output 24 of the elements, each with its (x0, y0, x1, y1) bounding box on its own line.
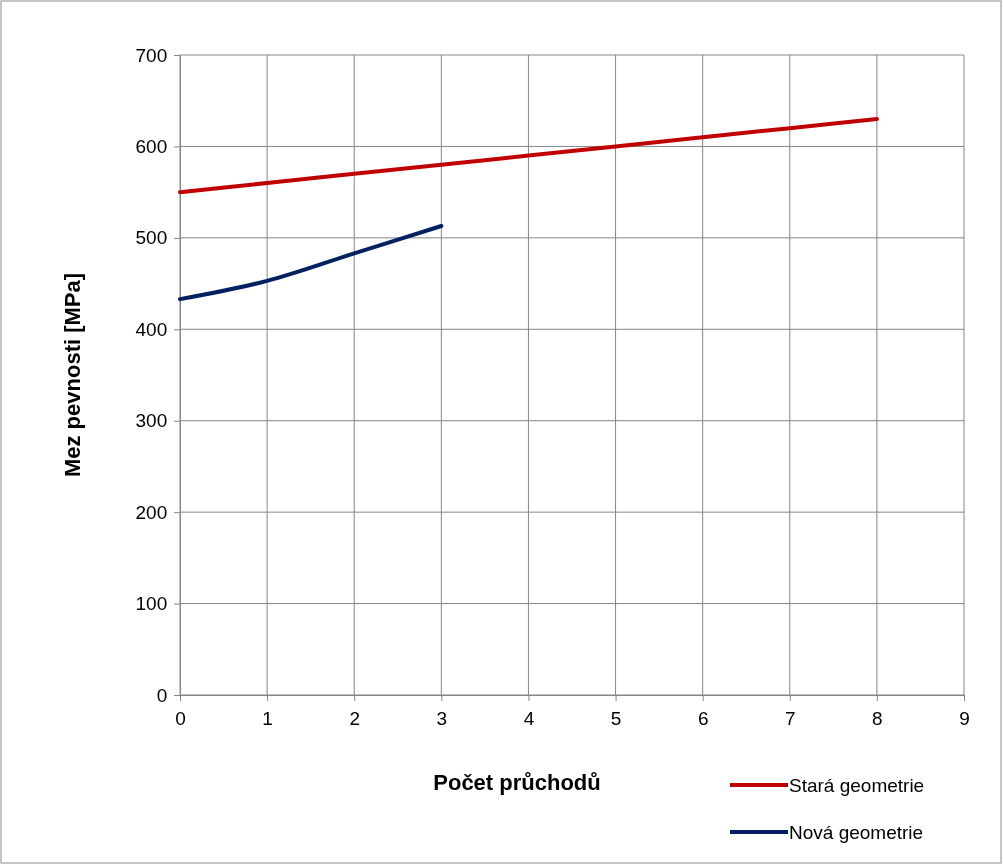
x-tick-label: 0 (175, 707, 186, 729)
line-series (178, 223, 444, 302)
y-tick-label: 300 (135, 410, 168, 432)
x-tick-label: 6 (697, 707, 709, 729)
y-tick-label: 700 (135, 44, 168, 66)
x-tick-label: 5 (610, 707, 622, 729)
x-axis-title: Počet průchodů (433, 770, 601, 795)
x-tick-label: 9 (959, 707, 970, 729)
legend-label: Stará geometrie (789, 775, 925, 796)
y-axis-title: Mez pevnosti [MPa] (60, 272, 85, 478)
y-tick-label: 400 (135, 318, 168, 340)
y-tick-label: 600 (135, 136, 168, 158)
x-tick-label: 8 (872, 707, 883, 729)
x-tick-label: 1 (262, 707, 273, 729)
x-tick-label: 3 (436, 707, 448, 729)
y-tick-label: 200 (135, 501, 168, 523)
y-tick-label: 100 (135, 593, 168, 615)
x-tick-label: 4 (523, 707, 535, 729)
y-tick-label: 0 (156, 684, 168, 706)
x-tick-label: 7 (784, 707, 796, 729)
legend-label: Nová geometrie (789, 822, 924, 843)
line-series (178, 117, 879, 195)
x-tick-label: 2 (349, 707, 361, 729)
y-tick-label: 500 (135, 227, 168, 249)
